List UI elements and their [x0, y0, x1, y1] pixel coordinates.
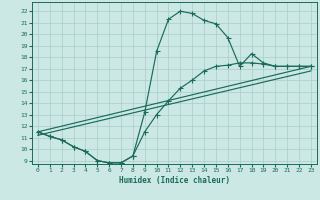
X-axis label: Humidex (Indice chaleur): Humidex (Indice chaleur) [119, 176, 230, 185]
